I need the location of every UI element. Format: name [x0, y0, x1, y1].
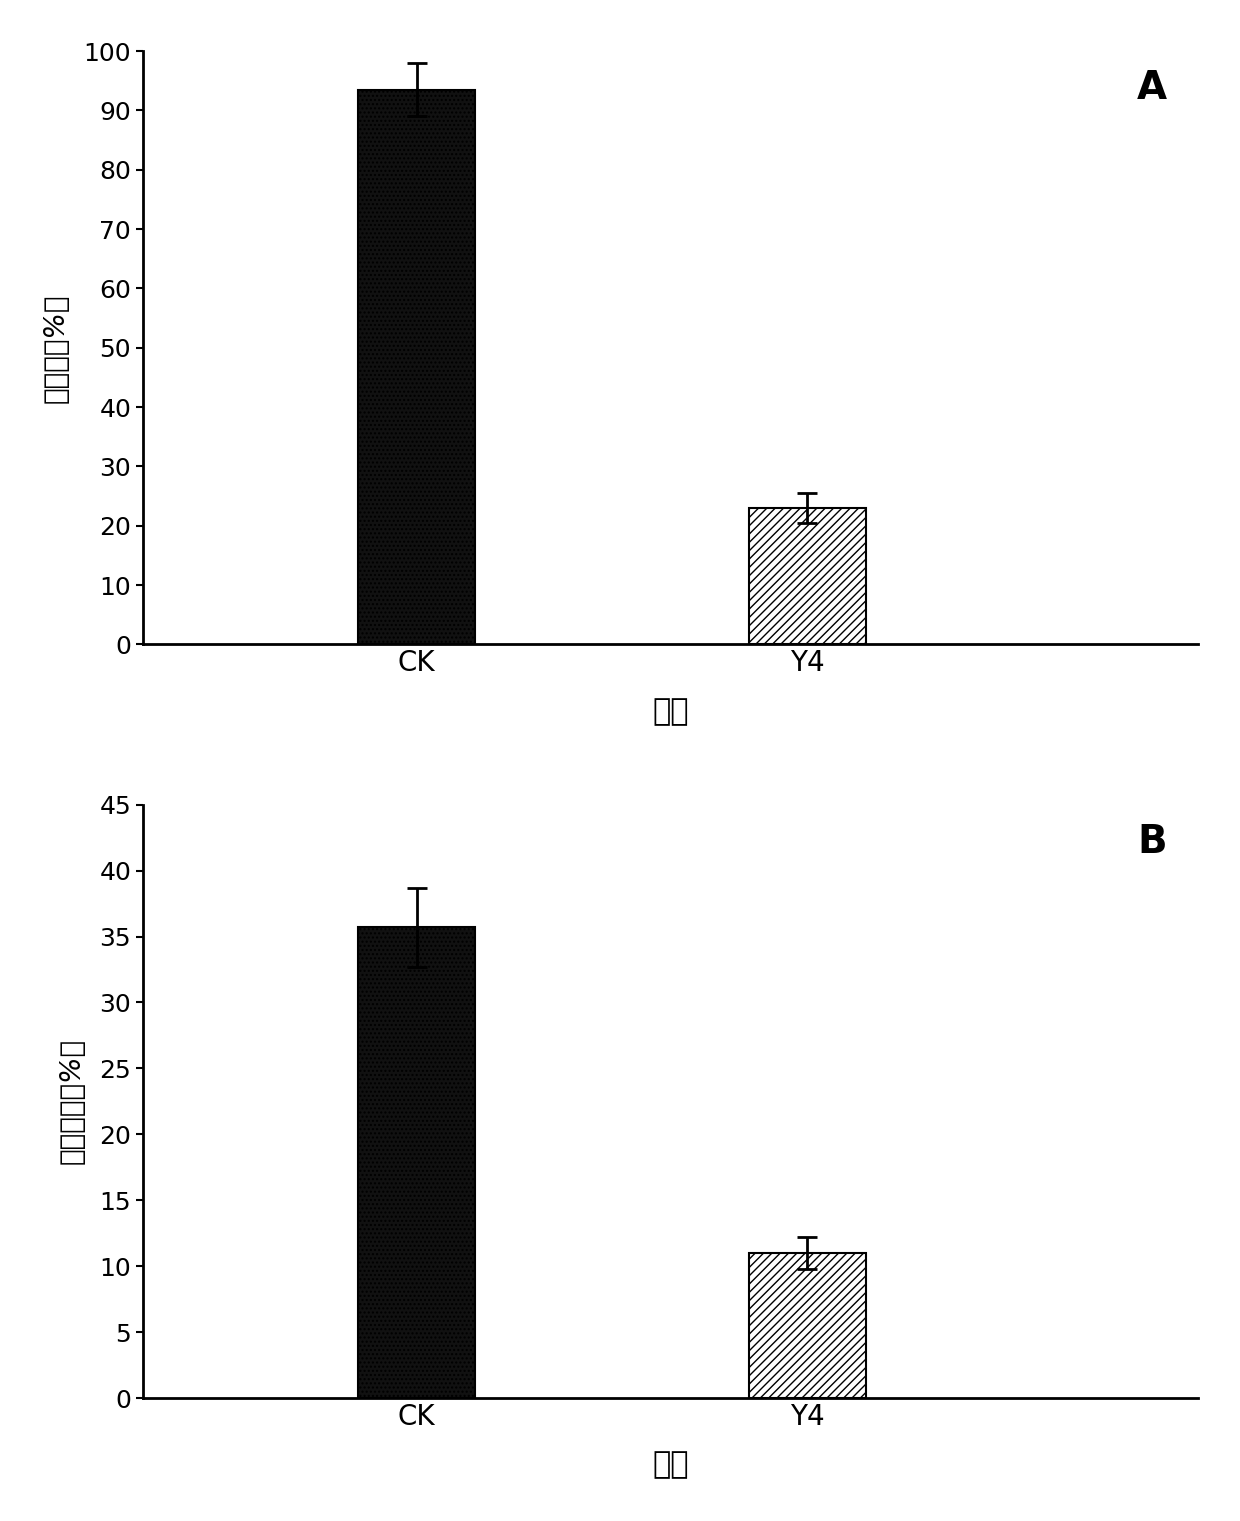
Bar: [749, 1253, 866, 1398]
Text: B: B: [1137, 823, 1167, 861]
Bar: [358, 928, 475, 1398]
Y-axis label: 腐烂直径（%）: 腐烂直径（%）: [57, 1039, 86, 1165]
Bar: [749, 508, 866, 645]
Y-axis label: 腐烂率（%）: 腐烂率（%）: [42, 294, 69, 403]
Text: A: A: [1137, 68, 1167, 106]
X-axis label: 处理: 处理: [652, 1451, 689, 1480]
Bar: [358, 90, 475, 645]
X-axis label: 处理: 处理: [652, 697, 689, 726]
